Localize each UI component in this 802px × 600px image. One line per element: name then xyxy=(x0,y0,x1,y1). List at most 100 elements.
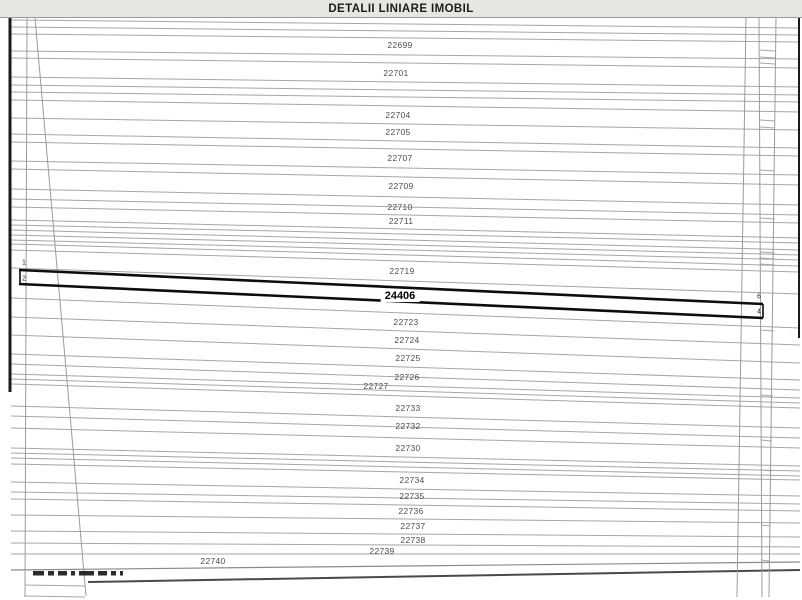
ladder-rung-line xyxy=(759,263,776,266)
corner-point-number: 4 xyxy=(757,308,761,316)
parcel-boundary-line xyxy=(10,133,801,149)
drawing-title: DETALII LINIARE IMOBIL xyxy=(328,3,474,15)
parcel-boundary-line xyxy=(10,316,801,346)
parcel-boundary-line xyxy=(10,530,801,538)
parcel-label: 22737 xyxy=(400,521,426,531)
parcel-boundary-line xyxy=(10,267,801,295)
parcel-boundary-line xyxy=(10,239,801,261)
parcel-label: 22724 xyxy=(394,335,420,345)
parcel-boundary-line xyxy=(10,514,801,524)
ladder-vertical-line xyxy=(768,17,777,598)
parcel-label: 22735 xyxy=(399,491,425,501)
parcel-label: 22727 xyxy=(363,381,389,391)
parcel-boundary-line xyxy=(10,234,801,256)
parcel-boundary-line xyxy=(10,19,801,29)
parcel-boundary-line xyxy=(10,168,801,186)
parcel-boundary-line xyxy=(10,383,801,409)
corner-point-number: 2 xyxy=(22,275,26,283)
parcel-boundary-line xyxy=(10,243,801,267)
parcel-boundary-line xyxy=(10,206,801,224)
parcel-boundary-line xyxy=(10,26,801,36)
ladder-rung-line xyxy=(760,329,775,332)
parcel-label: 22709 xyxy=(388,181,414,191)
ladder-vertical-line xyxy=(736,17,747,598)
ladder-rung-line xyxy=(760,439,773,442)
ladder-rung-line xyxy=(759,217,776,220)
parcel-boundary-line xyxy=(10,57,801,69)
parcel-boundary-line xyxy=(10,33,801,43)
parcel-boundary-line xyxy=(10,491,801,505)
illegible-stamp-fragment xyxy=(58,571,67,576)
illegible-stamp-fragment xyxy=(33,571,44,576)
parcel-label: 22699 xyxy=(387,40,413,50)
highlighted-parcel-label: 24406 xyxy=(380,290,420,302)
parcel-label: 22736 xyxy=(398,506,424,516)
parcel-label: 22701 xyxy=(383,68,409,78)
parcel-boundary-line xyxy=(10,117,801,131)
parcel-label: 22738 xyxy=(400,535,426,545)
parcel-boundary-line xyxy=(10,50,801,60)
parcel-label: 22710 xyxy=(387,202,413,212)
parcel-boundary-line xyxy=(10,160,801,176)
parcel-boundary-line xyxy=(10,447,801,467)
ladder-vertical-line xyxy=(758,17,763,598)
ladder-rung-line xyxy=(759,169,776,172)
parcel-boundary-line xyxy=(10,457,801,477)
parcel-boundary-line xyxy=(87,569,801,583)
parcel-boundary-line xyxy=(10,198,801,216)
ladder-vertical-line xyxy=(34,17,87,597)
ladder-vertical-line xyxy=(24,17,28,598)
illegible-stamp-fragment xyxy=(71,571,75,576)
parcel-boundary-line xyxy=(10,219,801,239)
parcel-boundary-line xyxy=(10,498,801,512)
parcel-label: 22733 xyxy=(395,403,421,413)
parcel-boundary-line xyxy=(10,452,801,472)
parcel-boundary-line xyxy=(10,91,801,103)
ladder-rung-line xyxy=(759,119,776,122)
illegible-stamp-fragment xyxy=(48,571,54,576)
parcel-boundary-line xyxy=(10,84,801,96)
ladder-rung-line xyxy=(759,251,776,254)
parcel-boundary-line xyxy=(10,415,801,439)
parcel-boundary-line xyxy=(10,405,801,429)
ladder-rung-line xyxy=(24,595,86,598)
parcel-label: 22707 xyxy=(387,153,413,163)
ladder-rung-line xyxy=(759,56,776,59)
parcel-label: 22730 xyxy=(395,443,421,453)
parcel-boundary-line xyxy=(10,373,801,399)
parcel-label: 22705 xyxy=(385,127,411,137)
highlighted-parcel-line xyxy=(18,268,764,306)
parcel-label: 22734 xyxy=(399,475,425,485)
ladder-rung-line xyxy=(759,257,776,260)
parcel-boundary-line xyxy=(10,229,801,251)
ladder-rung-line xyxy=(759,49,776,52)
ladder-rung-line xyxy=(760,469,773,472)
ladder-rung-line xyxy=(24,584,86,587)
ladder-rung-line xyxy=(760,559,771,562)
ladder-rung-line xyxy=(760,394,774,397)
parcel-boundary-line xyxy=(10,363,801,391)
illegible-stamp-fragment xyxy=(120,571,123,576)
parcel-label: 22725 xyxy=(395,353,421,363)
parcel-label: 22726 xyxy=(394,372,420,382)
title-bar: DETALII LINIARE IMOBIL xyxy=(0,0,802,18)
parcel-boundary-line xyxy=(10,76,801,88)
parcel-boundary-line xyxy=(10,334,801,364)
parcel-label: 22739 xyxy=(369,546,395,556)
parcel-boundary-line xyxy=(10,99,801,113)
parcel-boundary-line xyxy=(10,542,801,548)
parcel-boundary-line xyxy=(10,249,801,273)
parcel-label: 22723 xyxy=(393,317,419,327)
parcel-boundary-line xyxy=(10,224,801,244)
ladder-rung-line xyxy=(759,126,776,129)
parcel-boundary-line xyxy=(10,353,801,381)
ladder-rung-line xyxy=(759,62,776,65)
illegible-stamp-fragment xyxy=(98,571,107,576)
illegible-stamp-fragment xyxy=(111,571,116,576)
parcel-label: 22732 xyxy=(395,421,421,431)
illegible-stamp-fragment xyxy=(79,571,94,576)
parcel-boundary-line xyxy=(10,297,801,329)
parcel-label: 22740 xyxy=(200,556,226,566)
